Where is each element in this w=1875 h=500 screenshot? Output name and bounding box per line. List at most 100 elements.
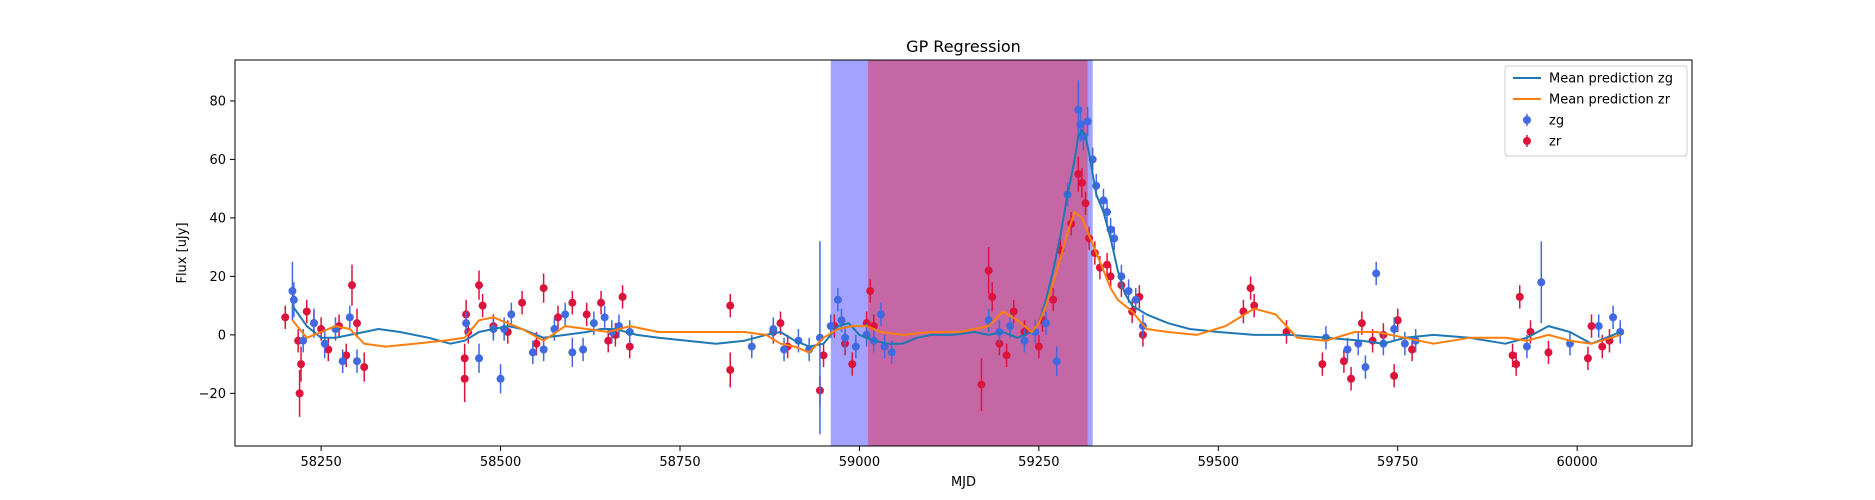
zr-point (625, 342, 634, 351)
zg-point (1390, 325, 1399, 334)
zg-point (1124, 287, 1133, 296)
zr-point (1250, 301, 1259, 310)
zr-point (1515, 292, 1524, 301)
zr-point (848, 360, 857, 369)
zg-point (1372, 269, 1381, 278)
legend-box (1504, 65, 1688, 157)
zr-point (1598, 342, 1607, 351)
zr-point (347, 281, 356, 290)
zg-point (876, 310, 885, 319)
legend-label: Mean prediction zg (1549, 72, 1673, 87)
zg-point (338, 357, 347, 366)
zg-point (1609, 313, 1618, 322)
zr-point (1583, 354, 1592, 363)
zr-point (460, 374, 469, 383)
zr-point (776, 319, 785, 328)
zr-point (597, 298, 606, 307)
shaded-regions (830, 60, 1093, 446)
shaded-region (868, 60, 1088, 446)
zr-point (977, 380, 986, 389)
zg-point (561, 310, 570, 319)
zr-point (819, 351, 828, 360)
zg-point (1343, 345, 1352, 354)
zg-point (1537, 278, 1546, 287)
legend-label: Mean prediction zr (1549, 93, 1671, 108)
zr-point (297, 360, 306, 369)
legend-marker-swatch (1523, 116, 1531, 124)
zr-point (532, 339, 541, 348)
zr-point (539, 284, 548, 293)
zr-point (984, 266, 993, 275)
zg-point (984, 316, 993, 325)
legend-items: Mean prediction zg Mean prediction zr zg zr (1513, 72, 1673, 150)
zg-point (1616, 327, 1625, 336)
zg-point (1400, 339, 1409, 348)
zg-point (1052, 357, 1061, 366)
zr-point (726, 365, 735, 374)
zr-point (1357, 319, 1366, 328)
zg-point (1354, 339, 1363, 348)
zg-point (309, 319, 318, 328)
zg-point (851, 342, 860, 351)
x-tick-label: 58500 (480, 455, 521, 470)
zr-point (618, 292, 627, 301)
zg-point (747, 342, 756, 351)
y-tick-label: 0 (218, 328, 226, 343)
zg-point (880, 342, 889, 351)
zg-point (837, 316, 846, 325)
zg-point (1076, 120, 1085, 129)
legend-marker-swatch (1523, 137, 1531, 145)
zr-point (568, 298, 577, 307)
zr-point (1009, 307, 1018, 316)
zg-point (1042, 319, 1051, 328)
y-tick-label: 20 (209, 270, 226, 285)
zr-point (1246, 284, 1255, 293)
zg-point (462, 319, 471, 328)
y-tick-label: −20 (199, 387, 226, 402)
zg-point (288, 287, 297, 296)
zg-point (289, 295, 298, 304)
zr-point (1390, 371, 1399, 380)
zg-point (507, 310, 516, 319)
zr-point (726, 301, 735, 310)
zg-point (769, 325, 778, 334)
zg-point (496, 374, 505, 383)
zg-point (1131, 295, 1140, 304)
zg-point (579, 345, 588, 354)
zg-point (345, 313, 354, 322)
x-axis-label: MJD (951, 475, 976, 490)
zr-point (553, 313, 562, 322)
zr-point (1512, 360, 1521, 369)
zr-point (988, 292, 997, 301)
zr-point (1347, 374, 1356, 383)
zr-point (1034, 342, 1043, 351)
zg-point (1522, 342, 1531, 351)
zr-point (360, 363, 369, 372)
zg-point (589, 319, 598, 328)
legend-label: zg (1549, 114, 1564, 129)
zr-point (582, 310, 591, 319)
zr-point (353, 319, 362, 328)
zg-point (833, 295, 842, 304)
x-tick-label: 59250 (1018, 455, 1059, 470)
y-axis: −20 0 20 40 60 80 (199, 94, 235, 402)
x-tick-label: 60000 (1556, 455, 1597, 470)
zr-point (460, 354, 469, 363)
zg-point (826, 322, 835, 331)
zg-point (1110, 234, 1119, 243)
x-tick-label: 58750 (659, 455, 700, 470)
zg-point (841, 333, 850, 342)
y-tick-label: 40 (209, 211, 226, 226)
zr-point (1508, 351, 1517, 360)
zg-point (1594, 322, 1603, 331)
zg-point (1083, 117, 1092, 126)
x-tick-label: 59750 (1377, 455, 1418, 470)
zr-point (518, 298, 527, 307)
plot-frame (234, 59, 1693, 447)
zg-point (299, 336, 308, 345)
y-tick-label: 60 (209, 153, 226, 168)
zr-point (1339, 357, 1348, 366)
x-tick-label: 59500 (1198, 455, 1239, 470)
zr-point (1103, 260, 1112, 269)
